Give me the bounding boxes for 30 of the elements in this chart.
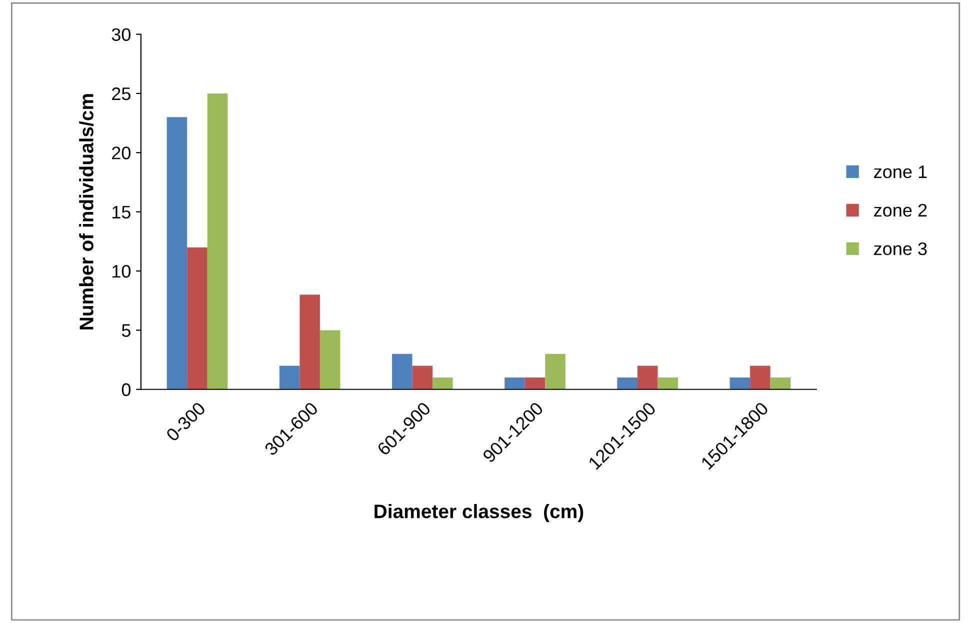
bar bbox=[504, 378, 525, 390]
y-tick-label: 15 bbox=[112, 206, 130, 219]
y-tick-label: 30 bbox=[112, 28, 131, 41]
legend-label: zone 2 bbox=[874, 204, 927, 217]
bar bbox=[545, 354, 566, 390]
bar bbox=[617, 378, 638, 390]
legend-label: zone 3 bbox=[874, 242, 927, 256]
bar bbox=[320, 330, 340, 390]
bar bbox=[750, 366, 770, 390]
bar bbox=[166, 117, 188, 390]
y-tick-label: 25 bbox=[112, 87, 130, 100]
bar bbox=[279, 366, 300, 390]
bar bbox=[392, 354, 412, 390]
y-axis-title: Number of individuals/cm bbox=[79, 94, 94, 330]
bar bbox=[187, 247, 208, 390]
bar bbox=[637, 366, 658, 390]
bar bbox=[730, 378, 750, 390]
bar bbox=[207, 93, 228, 390]
y-tick-label: 10 bbox=[112, 264, 131, 278]
y-tick-label: 0 bbox=[122, 383, 131, 396]
bar bbox=[300, 294, 320, 390]
bar bbox=[432, 378, 453, 390]
bar bbox=[658, 378, 678, 390]
y-tick-label: 5 bbox=[122, 324, 130, 337]
x-axis-title: Diameter classes (cm) bbox=[374, 504, 584, 522]
bar bbox=[524, 378, 546, 390]
bar bbox=[770, 378, 791, 390]
y-tick-label: 20 bbox=[112, 146, 131, 160]
legend-label: zone 1 bbox=[874, 166, 927, 178]
bar bbox=[412, 366, 433, 390]
